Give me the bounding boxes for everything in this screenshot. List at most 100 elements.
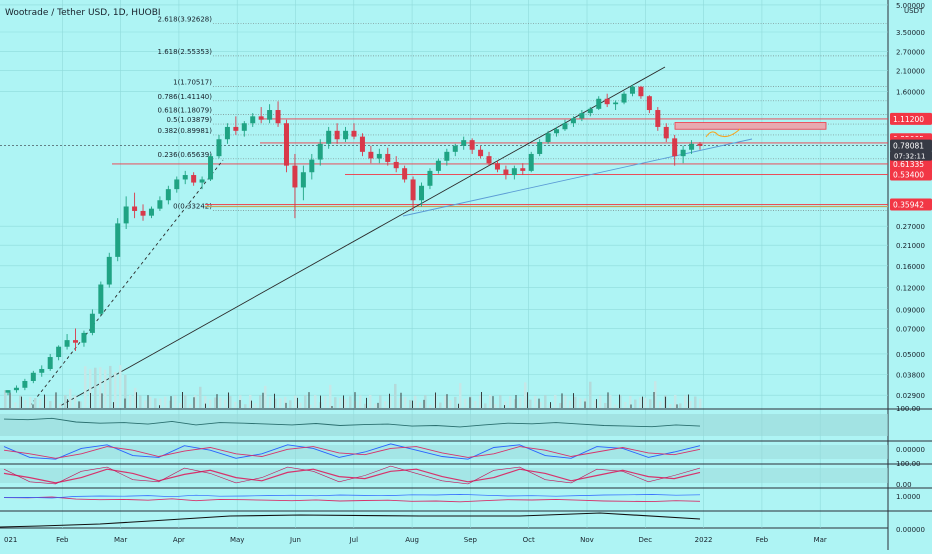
price-tick-label: 1.60000 xyxy=(896,88,925,96)
candle-body xyxy=(562,123,568,130)
volume-bar xyxy=(374,403,377,408)
time-tick-label: Jun xyxy=(289,536,301,544)
volume-bar xyxy=(64,395,67,408)
time-tick-label: Aug xyxy=(405,536,419,544)
volume-bar xyxy=(209,399,212,408)
volume-bar xyxy=(29,397,32,408)
price-badge-label: 1.11200 xyxy=(893,115,924,124)
candle-body xyxy=(385,153,391,162)
candle-body xyxy=(469,140,475,150)
candle-body xyxy=(570,118,576,124)
time-tick-label: Mar xyxy=(814,536,827,544)
volume-bar xyxy=(179,403,182,408)
volume-bar xyxy=(364,403,367,408)
volume-bar xyxy=(669,404,672,408)
candle-body xyxy=(494,163,500,170)
pane5-axis-label: 0.00000 xyxy=(896,526,925,534)
candle-body xyxy=(343,130,349,140)
projection-path xyxy=(705,128,741,138)
volume-bar xyxy=(194,395,197,408)
volume-bar xyxy=(409,399,412,408)
fib-level-label: 0.786(1.41140) xyxy=(158,93,213,101)
stoch-d-line xyxy=(3,446,701,459)
candle-body xyxy=(89,313,95,333)
candle-body xyxy=(435,160,441,171)
volume-bar xyxy=(414,395,417,408)
volume-bar xyxy=(174,395,177,408)
time-tick-label: Mar xyxy=(114,536,127,544)
candle-body xyxy=(393,161,399,169)
candle-body xyxy=(503,169,509,176)
volume-bar xyxy=(164,396,167,408)
price-tick-label: 5.00000 xyxy=(896,2,925,10)
volume-bar xyxy=(674,395,677,408)
volume-bar xyxy=(499,395,502,408)
candle-body xyxy=(73,340,79,343)
candle-body xyxy=(478,149,484,157)
volume-bar xyxy=(139,395,142,408)
price-badge xyxy=(890,157,932,170)
volume-bar xyxy=(314,395,317,408)
volume-bar xyxy=(379,395,382,408)
volume-bar xyxy=(539,401,542,408)
candle-body xyxy=(452,145,458,152)
candle-body xyxy=(646,96,652,111)
volume-bar xyxy=(74,395,77,408)
volume-bar xyxy=(324,395,327,408)
volume-bar xyxy=(199,386,202,408)
candle-body xyxy=(486,156,492,164)
volume-bar xyxy=(439,402,442,408)
fib-level-label: 1.618(2.55353) xyxy=(158,48,213,56)
time-tick-label: 021 xyxy=(4,536,17,544)
candle-body xyxy=(300,172,306,188)
price-tick-label: 0.07000 xyxy=(896,325,925,333)
candle-body xyxy=(64,340,70,347)
volume-bar xyxy=(249,395,252,408)
volume-bar xyxy=(304,395,307,408)
price-badge-label: 0.35942 xyxy=(893,200,924,209)
candle-body xyxy=(56,346,62,358)
volume-bar xyxy=(679,403,682,408)
chart-title: Wootrade / Tether USD, 1D, HUOBI xyxy=(5,8,161,18)
candle-body xyxy=(317,143,323,160)
volume-bar xyxy=(384,401,387,408)
candle-body xyxy=(106,256,112,285)
candle-body xyxy=(528,153,534,171)
indicator-axis-label: 100.00 xyxy=(896,405,921,413)
volume-bar xyxy=(114,372,117,408)
volume-bar xyxy=(214,397,217,408)
time-tick-label: Jul xyxy=(349,536,359,544)
stoch2-k-line xyxy=(3,465,701,485)
candle-body xyxy=(613,102,619,105)
pane5-line xyxy=(0,512,701,528)
time-tick-label: Apr xyxy=(173,536,185,544)
volume-bar xyxy=(504,401,507,408)
volume-bar xyxy=(474,400,477,408)
candle-body xyxy=(655,110,661,127)
volume-bar xyxy=(234,401,237,408)
price-tick-label: 3.50000 xyxy=(896,29,925,37)
candle-body xyxy=(545,133,551,142)
volume-bar xyxy=(69,388,72,408)
volume-bar xyxy=(644,397,647,408)
rsi-band xyxy=(0,414,888,436)
volume-bar xyxy=(219,397,222,408)
volume-bar xyxy=(169,400,172,408)
volume-bar xyxy=(34,398,37,408)
candle-body xyxy=(5,390,11,393)
candle-body xyxy=(444,151,450,161)
volume-bar xyxy=(529,399,532,408)
candle-body xyxy=(182,175,188,180)
candle-body xyxy=(258,116,264,120)
volume-bar xyxy=(159,398,162,408)
volume-bar xyxy=(274,398,277,408)
volume-bar xyxy=(459,383,462,408)
volume-bar xyxy=(204,396,207,408)
price-tick-label: 0.05000 xyxy=(896,351,925,359)
candle-body xyxy=(199,179,205,183)
fib-level-label: 0.618(1.18079) xyxy=(158,106,213,114)
price-tick-label: 2.10000 xyxy=(896,68,925,76)
candle-body xyxy=(174,179,180,190)
time-tick-label: Feb xyxy=(56,536,69,544)
